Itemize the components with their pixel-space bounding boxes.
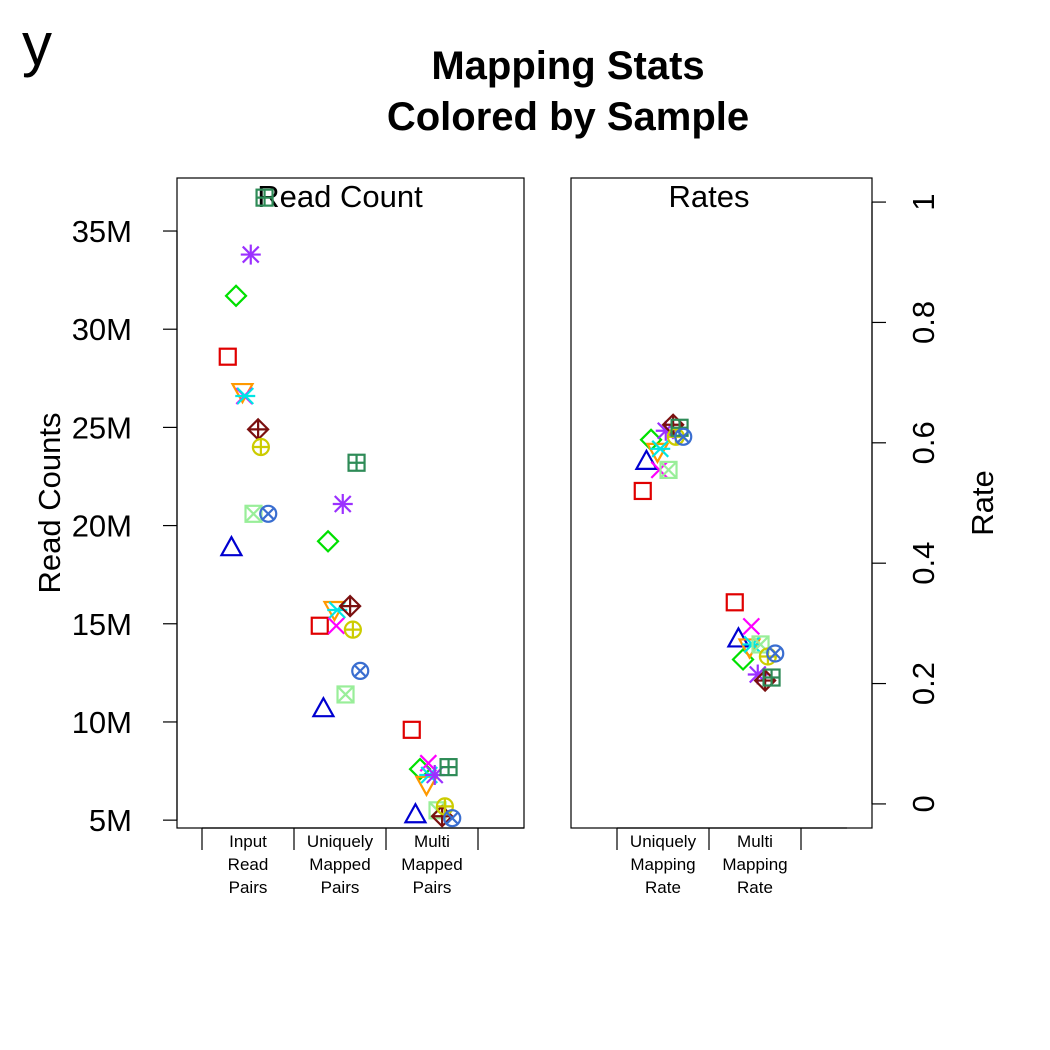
rate-y-axis: 0 0.2 0.4 0.6 0.8 1	[871, 193, 941, 813]
read-count-data-point	[235, 387, 256, 405]
rates-x-axis: Uniquely Mapping Rate Multi Mapping Rate	[616, 827, 847, 897]
rates-category-label: Multi	[737, 832, 773, 851]
rates-data-point	[645, 442, 670, 465]
read-count-category-label: Uniquely	[307, 832, 374, 851]
read-count-data-point	[244, 504, 263, 523]
read-count-category-label: Multi	[414, 832, 450, 851]
rates-panel: Rates Rate 0 0.2 0.4 0.6 0.8 1 Uniquely Mappin…	[570, 177, 1000, 897]
rates-data-point	[674, 427, 693, 446]
read-count-y-tick-label: 30M	[72, 312, 132, 347]
rates-category-label: Rate	[737, 878, 773, 897]
read-count-data-point	[343, 620, 362, 639]
read-count-y-tick-label: 10M	[72, 705, 132, 740]
rates-data-point	[737, 638, 762, 660]
rates-category-label: Uniquely	[630, 832, 697, 851]
read-count-data-point	[336, 685, 355, 704]
read-count-data-point	[255, 188, 274, 207]
read-count-y-tick-label: 20M	[72, 509, 132, 544]
rates-points	[633, 413, 785, 693]
read-count-category-label: Mapped	[401, 855, 462, 874]
read-count-y-tick-label: 5M	[89, 803, 132, 838]
read-count-data-point	[351, 661, 370, 681]
rates-data-point	[766, 644, 785, 663]
read-count-panel-title: Read Count	[257, 179, 423, 214]
read-count-data-point	[338, 594, 362, 618]
read-count-data-point	[259, 504, 278, 523]
corner-tag: y	[22, 11, 52, 78]
read-count-data-point	[240, 244, 261, 265]
rates-y-tick-label: 0.6	[906, 421, 941, 464]
rates-data-point	[659, 460, 678, 479]
read-count-data-point	[251, 437, 270, 457]
rates-data-point	[634, 448, 659, 470]
read-count-x-axis: Input Read Pairs Uniquely Mapped Pairs Multi Ma…	[201, 827, 524, 897]
read-count-data-point	[332, 493, 353, 514]
read-count-data-point	[311, 695, 336, 718]
read-count-data-point	[327, 616, 346, 635]
rates-y-tick-label: 0.8	[906, 301, 941, 344]
read-count-data-point	[402, 720, 421, 739]
read-count-data-point	[219, 534, 244, 557]
rates-data-point	[762, 668, 781, 687]
rates-data-point	[725, 593, 744, 612]
rates-category-label: Rate	[645, 878, 681, 897]
rates-y-tick-label: 0	[906, 795, 941, 812]
read-counts-axis-label: Read Counts	[32, 413, 67, 594]
read-count-category-label: Pairs	[413, 878, 452, 897]
read-count-category-label: Pairs	[229, 878, 268, 897]
rates-data-point	[742, 617, 761, 636]
figure-title-line-1: Mapping Stats	[431, 44, 704, 88]
rates-category-label: Mapping	[722, 855, 787, 874]
read-count-data-point	[435, 797, 454, 816]
read-count-category-label: Mapped	[309, 855, 370, 874]
read-count-data-point	[224, 284, 248, 308]
rates-panel-title: Rates	[669, 179, 750, 214]
rates-category-label: Mapping	[630, 855, 695, 874]
read-count-points	[218, 188, 462, 828]
figure-title-line-2: Colored by Sample	[387, 95, 749, 139]
read-count-y-tick-label: 35M	[72, 214, 132, 249]
rates-data-point	[633, 481, 652, 501]
read-count-y-axis: 5M 10M 15M 20M 25M 30M 35M	[72, 214, 178, 838]
read-count-y-tick-label: 25M	[72, 410, 132, 445]
read-count-data-point	[316, 529, 340, 553]
rates-y-tick-label: 1	[906, 193, 941, 210]
read-count-data-point	[439, 758, 458, 777]
rates-data-point	[726, 626, 751, 648]
read-count-data-point	[218, 347, 237, 366]
read-count-data-point	[403, 801, 428, 824]
read-count-y-tick-label: 15M	[72, 607, 132, 642]
rates-data-point	[650, 440, 671, 458]
read-count-category-label: Pairs	[321, 878, 360, 897]
read-count-panel: Read Count Read Counts 5M 10M 15M 20M 25M 30M…	[32, 177, 525, 897]
read-count-data-point	[443, 809, 462, 828]
read-count-category-label: Read	[228, 855, 269, 874]
read-count-category-label: Input	[229, 832, 267, 851]
read-count-data-point	[310, 616, 329, 635]
read-count-data-point	[347, 453, 366, 472]
rates-y-tick-label: 0.4	[906, 542, 941, 585]
rates-y-tick-label: 0.2	[906, 662, 941, 705]
rate-axis-label: Rate	[965, 470, 1000, 535]
